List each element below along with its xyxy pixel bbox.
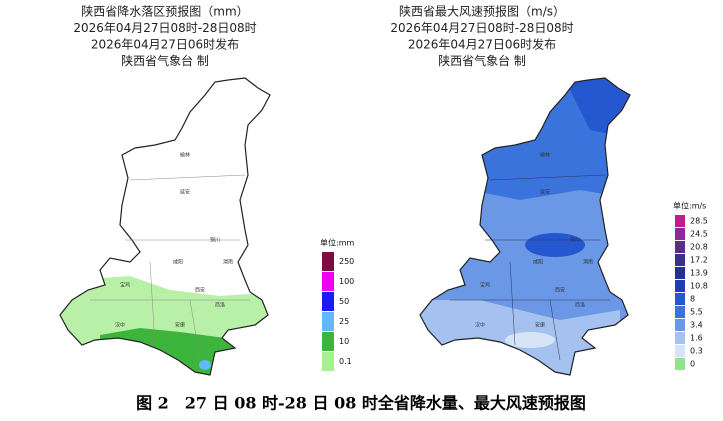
caption: 图 2 27 日 08 时-28 日 08 时全省降水量、最大风速预报图 (136, 394, 586, 413)
legend-label: 28.5 (690, 217, 708, 226)
legend-label: 24.5 (690, 230, 708, 239)
legend-swatch (322, 272, 334, 291)
legend-label: 20.8 (690, 243, 708, 252)
legend-label: 0 (690, 360, 695, 369)
legend-swatch (675, 293, 685, 305)
legend-label: 100 (339, 277, 354, 286)
legend-swatch (675, 241, 685, 253)
legend-swatch (675, 254, 685, 266)
legend-swatch (322, 332, 334, 351)
map-title: 2026年04月27日08时-28日08时 (390, 21, 573, 35)
legend-label: 17.2 (690, 256, 708, 265)
map-title: 2026年04月27日06时发布 (91, 37, 239, 52)
city-label: 商洛 (575, 302, 585, 309)
city-label: 西安 (195, 287, 205, 294)
map-title: 陕西省降水落区预报图（mm） (81, 4, 248, 19)
legend-swatch (675, 280, 685, 292)
map-title: 陕西省最大风速预报图（m/s） (399, 4, 565, 19)
legend-label: 0.1 (339, 357, 352, 366)
legend-label: 5.5 (690, 308, 703, 317)
city-label: 宝鸡 (120, 282, 130, 289)
legend-unit: 单位:m/s (673, 201, 706, 211)
city-label: 渭南 (223, 259, 233, 266)
legend-swatch (675, 319, 685, 331)
legend-unit: 单位:mm (320, 238, 354, 248)
map-title: 2026年04月27日08时-28日08时 (73, 21, 256, 35)
wind-map (419, 77, 631, 376)
city-label: 安康 (535, 322, 545, 329)
legend-swatch (322, 312, 334, 331)
legend-swatch (322, 352, 334, 371)
city-label: 商洛 (215, 302, 225, 309)
legend-swatch (675, 332, 685, 344)
legend-label: 1.6 (690, 334, 703, 343)
legend-label: 50 (339, 297, 349, 306)
legend-swatch (675, 215, 685, 227)
map-title: 2026年04月27日06时发布 (408, 37, 556, 52)
city-label: 咸阳 (173, 259, 183, 266)
city-label: 铜川 (570, 237, 580, 244)
city-label: 渭南 (583, 259, 593, 266)
city-label: 延安 (540, 189, 550, 196)
legend-label: 0.3 (690, 347, 703, 356)
city-label: 汉中 (475, 322, 485, 329)
city-label: 汉中 (115, 322, 125, 329)
legend-swatch (675, 267, 685, 279)
city-label: 榆林 (540, 152, 550, 159)
city-label: 宝鸡 (480, 282, 490, 289)
legend-label: 250 (339, 257, 354, 266)
city-label: 安康 (175, 322, 185, 329)
legend-label: 10 (339, 337, 349, 346)
city-label: 咸阳 (533, 259, 543, 266)
city-label: 铜川 (210, 237, 220, 244)
city-label: 延安 (180, 189, 190, 196)
legend-swatch (322, 292, 334, 311)
legend-label: 13.9 (690, 269, 708, 278)
legend-swatch (675, 345, 685, 357)
map-title: 陕西省气象台 制 (121, 53, 209, 68)
legend-label: 10.8 (690, 282, 708, 291)
city-label: 榆林 (180, 152, 190, 159)
legend-swatch (322, 252, 334, 271)
legend-label: 3.4 (690, 321, 703, 330)
map-title: 陕西省气象台 制 (438, 53, 526, 68)
city-label: 西安 (555, 287, 565, 294)
legend-swatch (675, 358, 685, 370)
rain-map (59, 77, 271, 376)
legend-swatch (675, 306, 685, 318)
legend-label: 8 (690, 295, 695, 304)
legend-swatch (675, 228, 685, 240)
legend-label: 25 (339, 317, 349, 326)
